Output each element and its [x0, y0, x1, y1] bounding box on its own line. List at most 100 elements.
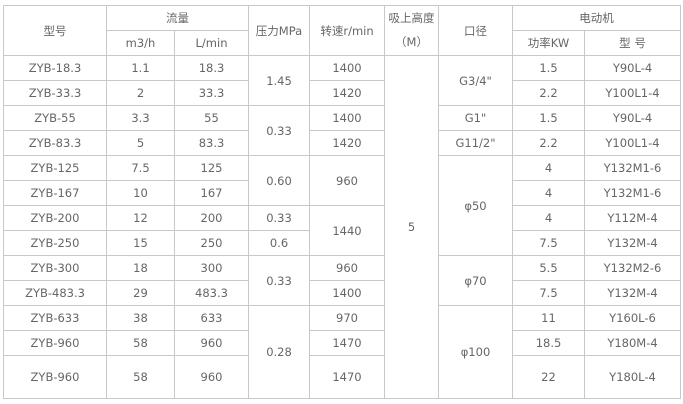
table-cell: Y132M1-6	[584, 180, 681, 206]
header-motor-model: 型 号	[584, 30, 681, 56]
table-cell: 1420	[309, 80, 385, 106]
table-cell: 11	[512, 305, 585, 331]
table-cell: Y112M-4	[584, 205, 681, 231]
table-cell: 1.45	[248, 55, 310, 106]
table-cell: 18.5	[512, 330, 585, 356]
table-cell: ZYB-125	[3, 155, 107, 181]
table-cell: 0.33	[248, 255, 310, 306]
header-flow: 流量	[106, 5, 249, 31]
table-cell: 960	[309, 155, 385, 206]
table-cell: Y132M-4	[584, 280, 681, 306]
table-cell: 2.2	[512, 80, 585, 106]
table-cell: 12	[106, 205, 175, 231]
table-cell: 200	[174, 205, 249, 231]
table-cell: 1470	[309, 355, 385, 399]
table-row: ZYB-300 18 300 0.33 960 φ70 5.5 Y132M2-6	[3, 255, 681, 306]
header-diameter: 口径	[438, 5, 513, 56]
table-cell: φ50	[438, 155, 513, 256]
table-cell: Y90L-4	[584, 55, 681, 81]
table-cell: 1400	[309, 55, 385, 81]
header-flow-m3h: m3/h	[106, 30, 175, 56]
table-cell: G11/2"	[438, 130, 513, 156]
table-cell: ZYB-483.3	[3, 280, 107, 306]
table-cell: 33.3	[174, 80, 249, 106]
table-cell: Y180M-4	[584, 330, 681, 356]
table-row: ZYB-250 15 250 0.6 7.5 Y132M-4	[3, 230, 681, 256]
suction-height-unit: （M）	[395, 35, 428, 49]
table-cell: 18.3	[174, 55, 249, 81]
table-cell: 5	[106, 130, 175, 156]
table-cell: 18	[106, 255, 175, 281]
table-cell: 3.3	[106, 105, 175, 131]
table-cell: 1.1	[106, 55, 175, 81]
header-power: 功率KW	[512, 30, 585, 56]
table-cell: 7.5	[512, 230, 585, 256]
table-cell: ZYB-167	[3, 180, 107, 206]
table-cell: φ100	[438, 305, 513, 399]
table-cell: ZYB-200	[3, 205, 107, 231]
table-cell: 960	[174, 330, 249, 356]
table-cell: Y90L-4	[584, 105, 681, 131]
table-cell: 0.60	[248, 155, 310, 206]
table-row: ZYB-960 58 960 1470 22 Y180L-4	[3, 355, 681, 399]
table-cell: 4	[512, 205, 585, 231]
table-cell: Y132M1-6	[584, 155, 681, 181]
table-cell: 250	[174, 230, 249, 256]
table-cell: Y100L1-4	[584, 80, 681, 106]
table-cell: 29	[106, 280, 175, 306]
pump-spec-table: 型号 流量 压力MPa 转速r/min 吸上高度 （M） 口径 电动机 m3/h…	[3, 5, 681, 399]
table-cell: 633	[174, 305, 249, 331]
table-cell: 2	[106, 80, 175, 106]
table-cell: Y132M-4	[584, 230, 681, 256]
table-cell: 22	[512, 355, 585, 399]
table-cell: 960	[309, 255, 385, 281]
suction-height-label: 吸上高度	[388, 11, 435, 25]
header-model: 型号	[3, 5, 107, 56]
table-cell: 1400	[309, 105, 385, 131]
table-cell: Y180L-4	[584, 355, 681, 399]
table-row: ZYB-960 58 960 1470 18.5 Y180M-4	[3, 330, 681, 356]
header-suction-height: 吸上高度 （M）	[384, 5, 439, 56]
table-row: ZYB-167 10 167 4 Y132M1-6	[3, 180, 681, 206]
table-cell: 5	[384, 55, 439, 399]
table-cell: ZYB-55	[3, 105, 107, 131]
table-cell: 167	[174, 180, 249, 206]
table-cell: 38	[106, 305, 175, 331]
table-cell: ZYB-83.3	[3, 130, 107, 156]
header-speed: 转速r/min	[309, 5, 385, 56]
table-row: ZYB-55 3.3 55 0.33 1400 G1" 1.5 Y90L-4	[3, 105, 681, 156]
table-cell: ZYB-633	[3, 305, 107, 331]
table-row: ZYB-633 38 633 0.28 970 φ100 11 Y160L-6	[3, 305, 681, 399]
table-cell: Y100L1-4	[584, 130, 681, 156]
table-cell: 1400	[309, 280, 385, 306]
table-row: ZYB-483.3 29 483.3 1400 7.5 Y132M-4	[3, 280, 681, 306]
table-cell: 7.5	[106, 155, 175, 181]
header-flow-lmin: L/min	[174, 30, 249, 56]
table-cell: 55	[174, 105, 249, 131]
table-cell: 4	[512, 155, 585, 181]
table-cell: 1.5	[512, 55, 585, 81]
table-cell: ZYB-33.3	[3, 80, 107, 106]
table-cell: ZYB-18.3	[3, 55, 107, 81]
table-cell: G3/4"	[438, 55, 513, 106]
table-cell: G1"	[438, 105, 513, 131]
table-cell: Y160L-6	[584, 305, 681, 331]
table-cell: 0.28	[248, 305, 310, 399]
table-cell: 125	[174, 155, 249, 181]
table-row: ZYB-18.3 1.1 18.3 1.45 1400 5 G3/4" 1.5 Y90L-4	[3, 55, 681, 399]
table-cell: 58	[106, 355, 175, 399]
table-cell: 0.33	[248, 205, 310, 231]
table-row: ZYB-125 7.5 125 0.60 960 φ50 4 Y132M1-6	[3, 155, 681, 256]
table-cell: Y132M2-6	[584, 255, 681, 281]
table-cell: 83.3	[174, 130, 249, 156]
table-cell: ZYB-960	[3, 330, 107, 356]
table-cell: 15	[106, 230, 175, 256]
table-cell: 0.33	[248, 105, 310, 156]
table-cell: 2.2	[512, 130, 585, 156]
table-cell: ZYB-300	[3, 255, 107, 281]
table-row: ZYB-83.3 5 83.3 1420 G11/2" 2.2 Y100L1-4	[3, 130, 681, 156]
table-cell: 300	[174, 255, 249, 281]
table-cell: 960	[174, 355, 249, 399]
table-cell: 1.5	[512, 105, 585, 131]
table-cell: 7.5	[512, 280, 585, 306]
